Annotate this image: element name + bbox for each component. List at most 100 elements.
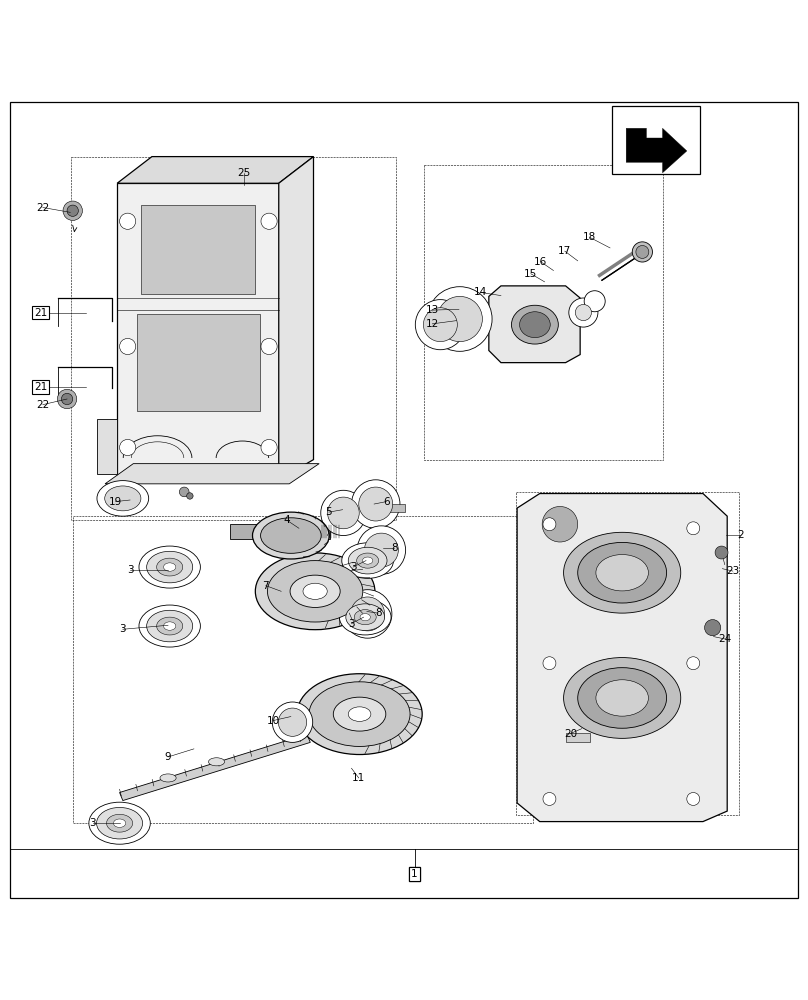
Ellipse shape xyxy=(351,597,385,631)
Text: 18: 18 xyxy=(583,232,596,242)
Circle shape xyxy=(687,657,700,670)
Text: 1: 1 xyxy=(411,869,418,879)
Ellipse shape xyxy=(139,546,200,588)
Circle shape xyxy=(120,338,136,355)
Ellipse shape xyxy=(636,245,649,258)
Ellipse shape xyxy=(267,561,363,622)
Ellipse shape xyxy=(632,242,653,262)
Ellipse shape xyxy=(107,814,133,832)
Ellipse shape xyxy=(272,702,313,742)
Ellipse shape xyxy=(147,551,192,583)
Ellipse shape xyxy=(327,497,360,529)
Ellipse shape xyxy=(363,557,372,564)
Ellipse shape xyxy=(343,590,392,638)
Text: 3: 3 xyxy=(120,624,126,634)
Ellipse shape xyxy=(252,512,330,559)
Ellipse shape xyxy=(520,312,550,338)
Text: 13: 13 xyxy=(426,305,439,315)
Ellipse shape xyxy=(423,308,457,342)
Circle shape xyxy=(569,298,598,327)
Ellipse shape xyxy=(160,774,176,782)
Ellipse shape xyxy=(157,558,183,576)
Text: 8: 8 xyxy=(391,543,398,553)
Circle shape xyxy=(261,338,277,355)
Circle shape xyxy=(543,518,556,531)
Circle shape xyxy=(120,439,136,456)
Ellipse shape xyxy=(89,802,150,844)
Circle shape xyxy=(543,657,556,670)
Polygon shape xyxy=(120,734,310,801)
Ellipse shape xyxy=(346,604,385,630)
Text: 12: 12 xyxy=(426,319,439,329)
Polygon shape xyxy=(279,157,314,480)
Ellipse shape xyxy=(356,553,379,568)
Circle shape xyxy=(715,546,728,559)
Circle shape xyxy=(261,213,277,229)
Text: 25: 25 xyxy=(238,168,250,178)
Ellipse shape xyxy=(96,807,142,839)
Text: 11: 11 xyxy=(352,773,365,783)
Polygon shape xyxy=(137,314,260,411)
Circle shape xyxy=(575,304,591,321)
Ellipse shape xyxy=(563,658,680,738)
Ellipse shape xyxy=(595,555,648,591)
Ellipse shape xyxy=(415,300,465,350)
Ellipse shape xyxy=(595,680,648,716)
Text: 22: 22 xyxy=(36,203,49,213)
Text: 3: 3 xyxy=(90,818,96,828)
Polygon shape xyxy=(141,205,255,294)
Ellipse shape xyxy=(97,481,149,516)
Text: 23: 23 xyxy=(726,566,739,576)
Ellipse shape xyxy=(255,553,375,630)
Circle shape xyxy=(584,291,605,312)
Ellipse shape xyxy=(157,617,183,635)
Bar xyxy=(385,504,405,512)
Text: 21: 21 xyxy=(34,308,47,318)
Circle shape xyxy=(705,620,721,636)
Circle shape xyxy=(687,522,700,535)
Ellipse shape xyxy=(113,819,126,827)
Circle shape xyxy=(542,506,578,542)
Polygon shape xyxy=(626,128,687,173)
Ellipse shape xyxy=(342,543,393,578)
Text: 17: 17 xyxy=(558,246,571,256)
Polygon shape xyxy=(230,524,330,539)
Polygon shape xyxy=(517,494,727,822)
Ellipse shape xyxy=(339,599,391,635)
Bar xyxy=(566,733,590,742)
Polygon shape xyxy=(117,183,279,480)
Ellipse shape xyxy=(163,622,176,630)
Ellipse shape xyxy=(333,697,386,731)
Ellipse shape xyxy=(348,707,371,721)
Text: 4: 4 xyxy=(284,515,290,525)
Circle shape xyxy=(179,487,189,497)
Ellipse shape xyxy=(348,547,387,574)
Text: 21: 21 xyxy=(34,382,47,392)
Polygon shape xyxy=(97,419,117,474)
Text: 10: 10 xyxy=(267,716,280,726)
Text: 6: 6 xyxy=(383,497,389,507)
Ellipse shape xyxy=(351,480,400,528)
Text: 24: 24 xyxy=(718,634,731,644)
Ellipse shape xyxy=(321,490,366,536)
Ellipse shape xyxy=(563,532,680,613)
Ellipse shape xyxy=(437,296,482,342)
Text: 2: 2 xyxy=(737,530,743,540)
Text: 5: 5 xyxy=(326,507,332,517)
Ellipse shape xyxy=(303,583,327,599)
Ellipse shape xyxy=(147,610,192,642)
Text: 15: 15 xyxy=(524,269,537,279)
Ellipse shape xyxy=(260,518,322,553)
Ellipse shape xyxy=(578,542,667,603)
Ellipse shape xyxy=(139,605,200,647)
Circle shape xyxy=(63,201,82,220)
Circle shape xyxy=(57,389,77,409)
Circle shape xyxy=(187,493,193,499)
Ellipse shape xyxy=(427,287,492,351)
Text: 14: 14 xyxy=(473,287,486,297)
Text: 9: 9 xyxy=(165,752,171,762)
Ellipse shape xyxy=(208,758,225,766)
Ellipse shape xyxy=(290,575,340,607)
Circle shape xyxy=(687,792,700,805)
Ellipse shape xyxy=(578,668,667,728)
